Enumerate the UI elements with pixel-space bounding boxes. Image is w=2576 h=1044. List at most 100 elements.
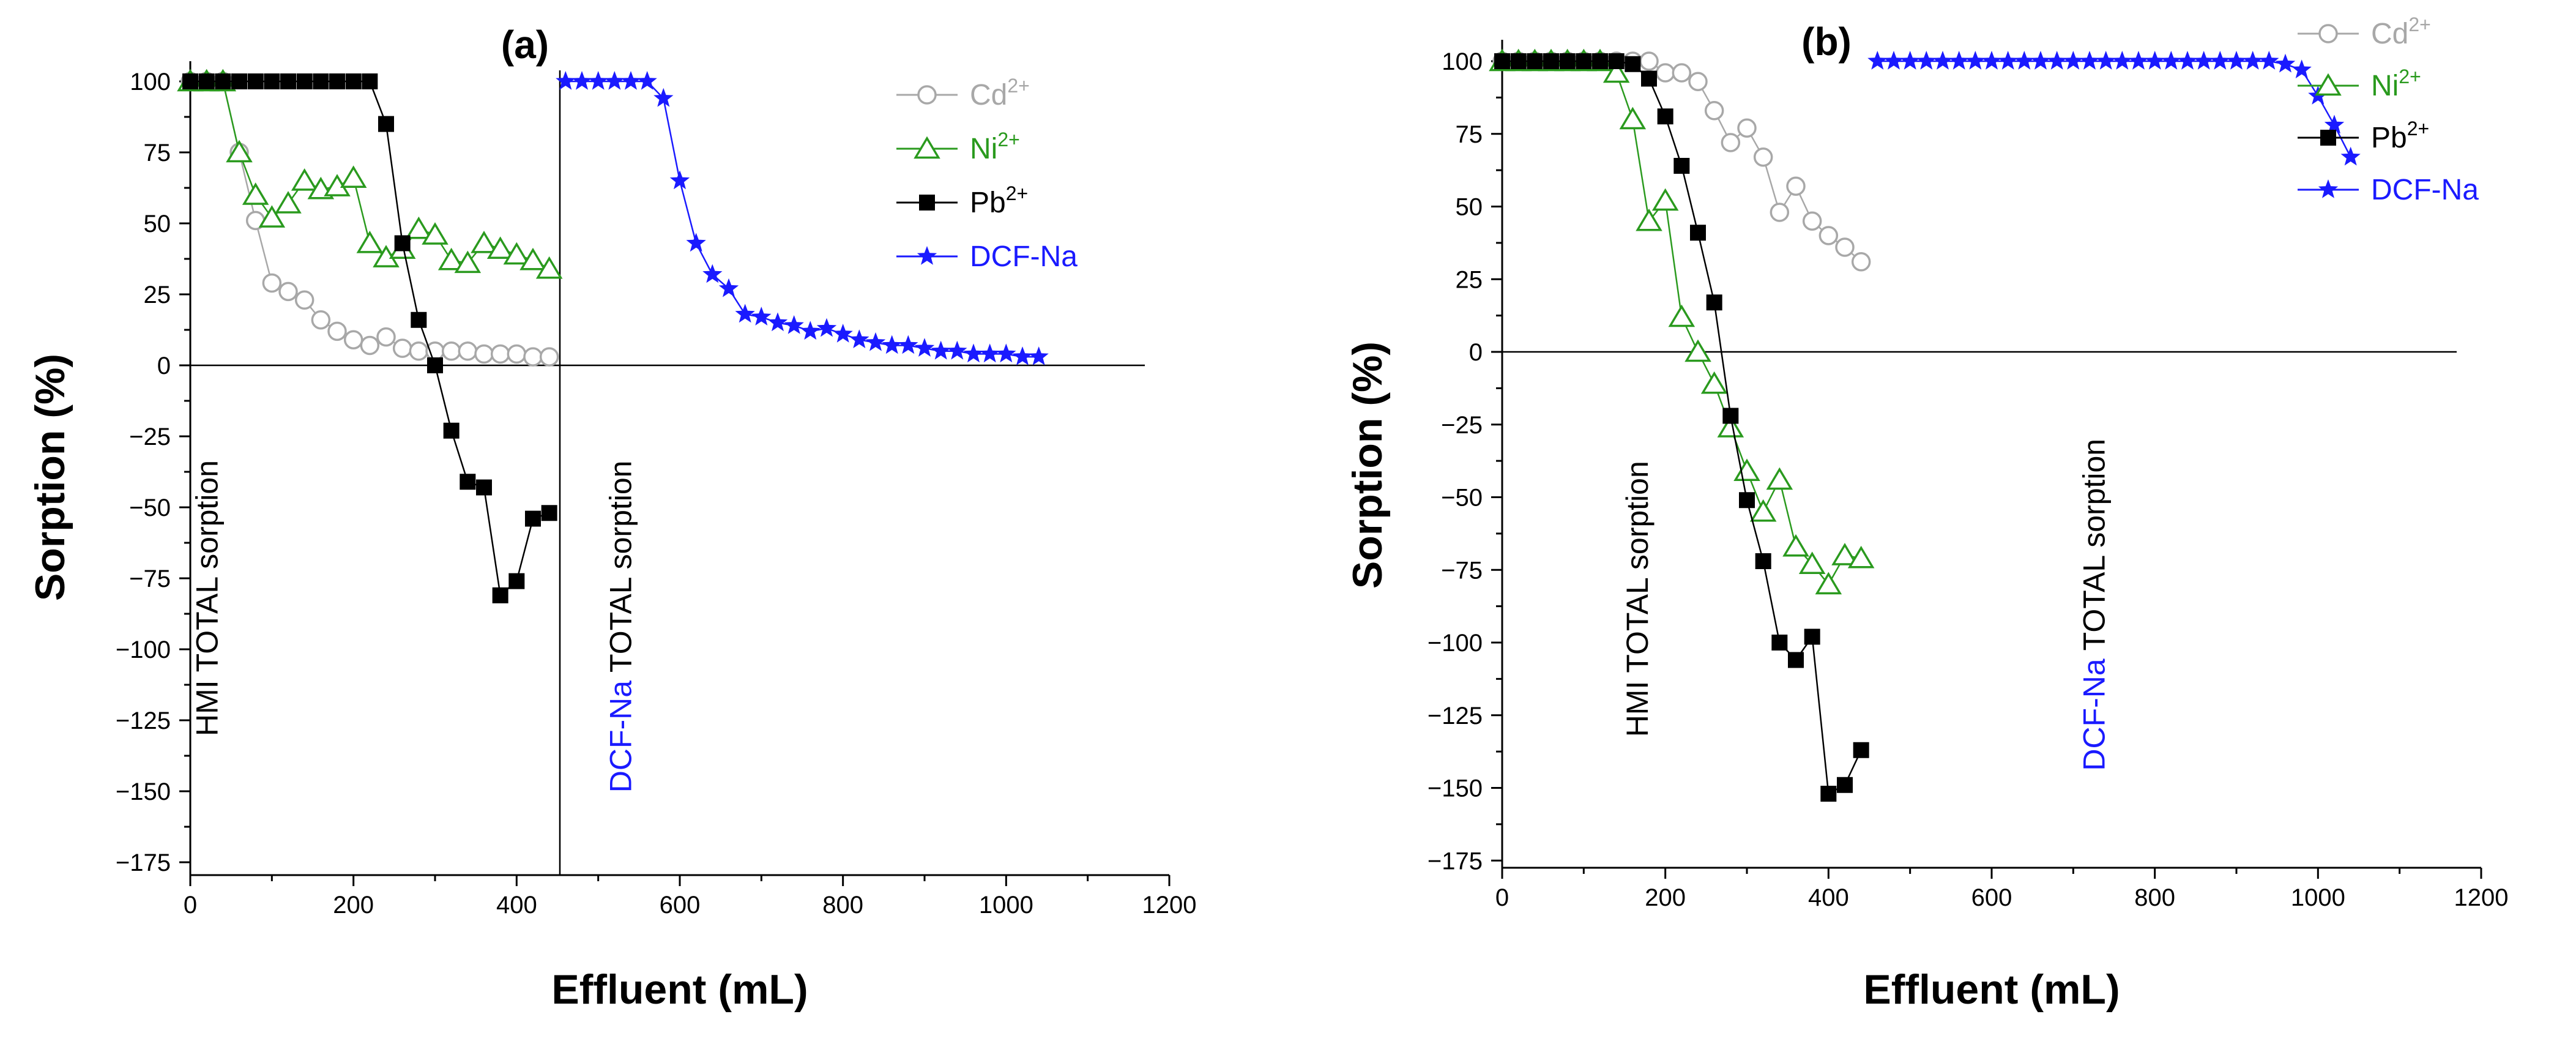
data-point-ni2-	[1684, 339, 1711, 362]
y-tick-label: −150	[1428, 775, 1483, 802]
annotation-rest-part: TOTAL sorption	[604, 460, 638, 680]
y-tick-label: 100	[1442, 48, 1483, 75]
x-tick-label: 600	[1971, 884, 2012, 911]
data-point-pb2-	[1608, 53, 1625, 69]
data-point-cd2-	[1835, 237, 1855, 257]
x-tick-label: 200	[333, 892, 374, 919]
data-point-pb2-	[1673, 158, 1690, 174]
y-tick-label: −75	[129, 565, 171, 592]
legend-marker	[2315, 73, 2342, 96]
data-point-ni2-	[1831, 543, 1858, 565]
data-point-ni2-	[1847, 545, 1875, 569]
legend-label: Pb2+	[2371, 117, 2429, 154]
data-point-ni2-	[1798, 551, 1826, 574]
data-point-pb2-	[1625, 56, 1641, 72]
x-tick-label: 1000	[979, 892, 1033, 919]
data-point-dcf-na	[1029, 346, 1049, 365]
data-point-dcf-na	[784, 315, 804, 334]
annotation-text-1: DCF-Na TOTAL sorption	[604, 460, 638, 792]
data-point-dcf-na	[2210, 51, 2230, 70]
data-point-dcf-na	[2079, 51, 2100, 70]
data-point-dcf-na	[2047, 51, 2067, 70]
data-point-ni2-	[1651, 188, 1679, 211]
data-point-pb2-	[1657, 108, 1673, 125]
x-tick-label: 200	[1645, 884, 1686, 911]
data-point-cd2-	[1851, 252, 1871, 272]
series-line-cd2-	[190, 80, 549, 358]
y-tick-label: −25	[1441, 412, 1483, 439]
x-tick-label: 0	[184, 892, 197, 919]
data-point-dcf-na	[588, 71, 608, 90]
data-point-cd2-	[327, 321, 347, 341]
data-point-cd2-	[392, 338, 412, 358]
x-tick-label: 1200	[2454, 884, 2509, 911]
legend-marker	[914, 136, 940, 159]
x-tick-label: 400	[1808, 884, 1849, 911]
data-point-pb2-	[1592, 53, 1608, 69]
data-point-cd2-	[523, 347, 543, 367]
data-point-cd2-	[278, 282, 298, 302]
y-tick-label: 25	[1456, 266, 1483, 293]
data-point-ni2-	[226, 140, 253, 163]
y-tick-label: −100	[116, 636, 171, 663]
data-point-dcf-na	[2226, 51, 2247, 70]
panel-a: 100 75 50 25 0 −25 −50 −75 −100 −125 −150 −175 0 200 4…	[27, 23, 1196, 1013]
data-point-ni2-	[1668, 304, 1696, 327]
data-point-cd2-	[262, 273, 282, 293]
data-point-dcf-na	[865, 332, 886, 351]
data-point-pb2-	[1820, 786, 1837, 802]
data-point-ni2-	[1815, 572, 1842, 595]
data-point-cd2-	[1672, 63, 1692, 83]
data-point-dcf-na	[2096, 51, 2116, 70]
data-point-pb2-	[1706, 294, 1722, 311]
data-point-cd2-	[490, 344, 510, 364]
data-point-ni2-	[1733, 458, 1760, 481]
data-point-cd2-	[1818, 226, 1839, 245]
data-point-ni2-	[1717, 415, 1744, 438]
data-point-ni2-	[356, 231, 384, 253]
data-point-pb2-	[443, 422, 460, 439]
series-line-dcf-na	[1877, 60, 2351, 158]
data-point-dcf-na	[833, 324, 853, 343]
data-point-pb2-	[492, 587, 508, 603]
data-point-pb2-	[1543, 53, 1559, 69]
legend-label-main: DCF-Na	[2371, 174, 2479, 206]
legend-marker	[2318, 24, 2338, 43]
legend-label-main: Cd	[970, 79, 1007, 111]
data-point-ni2-	[1782, 534, 1809, 557]
data-point-ni2-	[437, 247, 465, 270]
data-point-cd2-	[441, 341, 461, 361]
data-point-cd2-	[507, 344, 527, 364]
y-tick-label: 50	[1456, 194, 1483, 221]
annotation-text-0: HMI TOTAL sorption	[190, 460, 225, 736]
data-point-ni2-	[340, 165, 367, 188]
data-point-pb2-	[1755, 553, 1771, 569]
data-point-dcf-na	[800, 321, 821, 340]
data-point-pb2-	[1641, 70, 1657, 87]
data-point-pb2-	[427, 357, 443, 373]
data-point-dcf-na	[2063, 51, 2083, 70]
data-point-pb2-	[1510, 53, 1527, 69]
data-point-dcf-na	[980, 343, 1000, 363]
legend-label-main: Pb	[970, 187, 1006, 219]
data-point-dcf-na	[996, 343, 1016, 363]
data-point-cd2-	[1655, 63, 1675, 83]
data-point-dcf-na	[669, 170, 690, 190]
data-point-pb2-	[1690, 225, 1706, 241]
data-point-dcf-na	[1883, 51, 1904, 70]
data-point-cd2-	[376, 327, 396, 347]
data-point-cd2-	[458, 341, 478, 361]
data-point-dcf-na	[816, 318, 837, 337]
legend-marker	[2318, 179, 2339, 198]
legend-marker	[2320, 130, 2336, 146]
data-point-pb2-	[182, 73, 198, 89]
data-point-dcf-na	[2145, 51, 2165, 70]
data-point-pb2-	[1804, 628, 1820, 645]
legend-label-superscript: 2+	[1006, 182, 1028, 204]
panel-label: (b)	[1801, 20, 1852, 64]
data-point-dcf-na	[2194, 51, 2214, 70]
data-point-dcf-na	[620, 71, 641, 90]
data-point-pb2-	[541, 505, 557, 521]
